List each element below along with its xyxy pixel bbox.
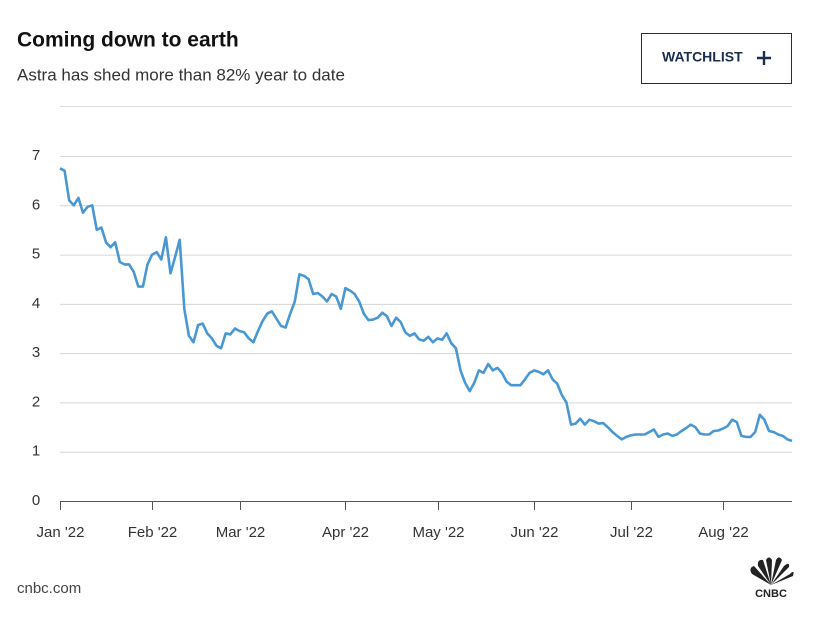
x-tick-label: May '22 [412, 524, 464, 541]
y-tick-label: 0 [32, 492, 40, 509]
cnbc-logo: CNBC [750, 557, 794, 600]
chart-title: Coming down to earth [17, 29, 239, 52]
x-tick-label: Jan '22 [37, 524, 85, 541]
x-tick-label: Jul '22 [610, 524, 653, 541]
logo-text: CNBC [755, 588, 787, 600]
source: cnbc.com [17, 580, 81, 597]
x-tick-label: Jun '22 [511, 524, 559, 541]
chart-subtitle: Astra has shed more than 82% year to dat… [17, 65, 345, 84]
y-tick-label: 5 [32, 246, 40, 263]
price-line [59, 167, 793, 443]
watchlist-button[interactable]: WATCHLIST [641, 33, 792, 84]
x-tick-label: Feb '22 [128, 524, 178, 541]
y-tick-label: 2 [32, 393, 40, 410]
x-tick-label: Apr '22 [322, 524, 369, 541]
y-tick-label: 6 [32, 196, 40, 213]
y-tick-label: 4 [32, 295, 40, 312]
x-tick-label: Mar '22 [216, 524, 266, 541]
x-tick-label: Aug '22 [698, 524, 748, 541]
plus-icon[interactable] [757, 51, 771, 65]
y-tick-label: 3 [32, 344, 40, 361]
y-tick-label: 1 [32, 443, 40, 460]
button-label[interactable]: WATCHLIST [662, 49, 743, 65]
y-tick-label: 7 [32, 147, 40, 164]
